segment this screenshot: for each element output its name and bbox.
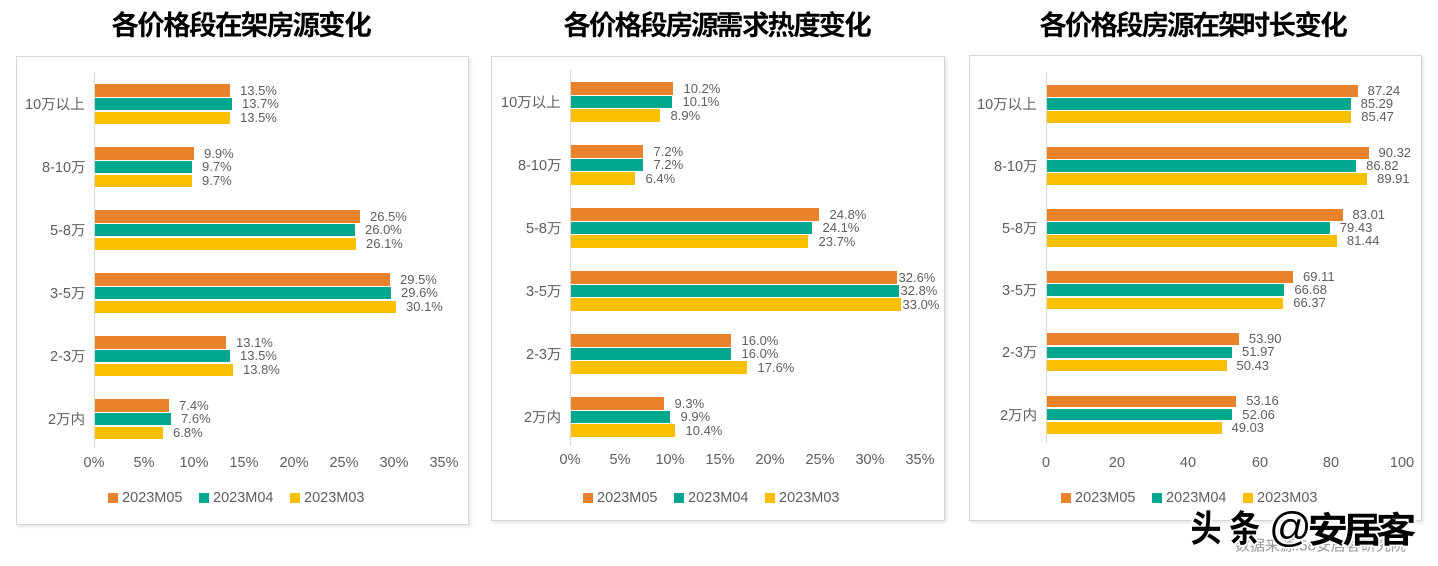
svg-text:5-8: 5-8 xyxy=(50,223,71,239)
svg-text:10: 10 xyxy=(501,95,517,111)
svg-text:10: 10 xyxy=(977,97,993,113)
svg-text:2: 2 xyxy=(48,412,56,428)
svg-text:10: 10 xyxy=(25,97,41,113)
svg-text:2-3: 2-3 xyxy=(50,349,71,365)
svg-text:8-10: 8-10 xyxy=(994,159,1023,175)
svg-text:5-8: 5-8 xyxy=(526,221,547,237)
svg-text:8-10: 8-10 xyxy=(42,160,71,176)
svg-text:@: @ xyxy=(1269,504,1312,551)
svg-text:8-10: 8-10 xyxy=(518,158,547,174)
svg-text:3-5: 3-5 xyxy=(50,286,71,302)
svg-text:2-3: 2-3 xyxy=(1002,346,1023,362)
svg-text:3-5: 3-5 xyxy=(526,284,547,300)
svg-text:2-3: 2-3 xyxy=(526,347,547,363)
svg-text:2: 2 xyxy=(1000,408,1008,424)
svg-text:5-8: 5-8 xyxy=(1002,221,1023,237)
svg-text:2: 2 xyxy=(524,410,532,426)
svg-text:3-5: 3-5 xyxy=(1002,283,1023,299)
